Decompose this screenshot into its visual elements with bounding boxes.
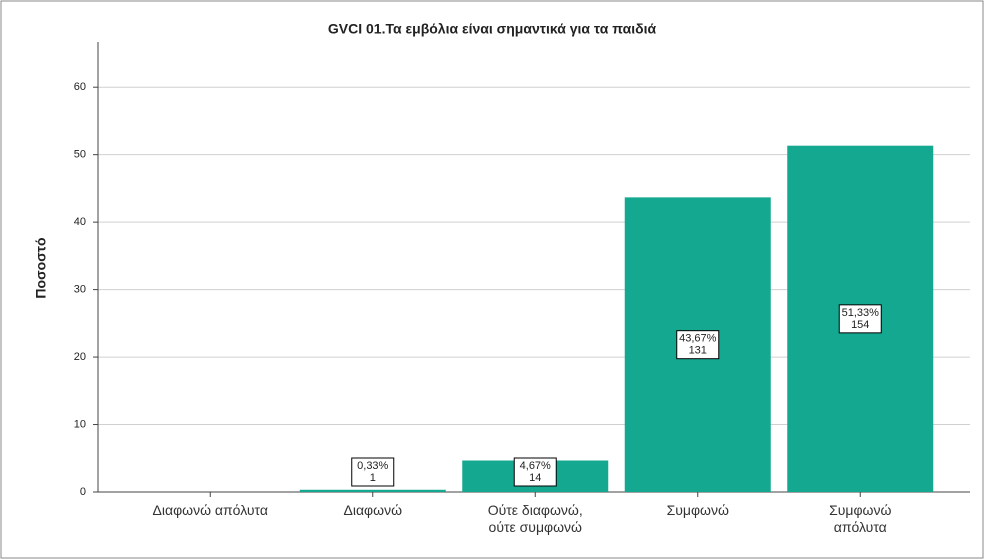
value-label: 0,33%1: [351, 457, 395, 487]
y-tick-label: 30: [74, 284, 86, 296]
y-tick-label: 20: [74, 351, 86, 363]
value-label-count: 154: [851, 319, 869, 331]
x-tick-label: Ούτε διαφωνώ, ούτε συμφωνώ: [487, 502, 583, 535]
value-label-percent: 4,67%: [520, 460, 551, 472]
value-label-box: [676, 330, 720, 360]
x-tick-label: Συμφωνώ απόλυτα: [829, 502, 892, 535]
y-tick-label: 10: [74, 418, 86, 430]
value-label: 51,33%154: [838, 304, 882, 334]
y-tick-label: 60: [74, 81, 86, 93]
value-label-percent: 43,67%: [679, 333, 717, 345]
value-label-box: [351, 457, 395, 487]
chart-title: GVCI 01.Τα εμβόλια είναι σημαντικά για τ…: [328, 21, 657, 37]
y-tick-label: 40: [74, 216, 86, 228]
value-label: 43,67%131: [676, 330, 720, 360]
x-tick-label: Συμφωνώ: [666, 502, 729, 518]
x-tick-label: Διαφωνώ απόλυτα: [152, 502, 268, 518]
value-label: 4,67%14: [513, 457, 557, 487]
value-label-count: 1: [370, 472, 376, 484]
y-axis-label: Ποσοστό: [33, 237, 49, 298]
value-label-percent: 0,33%: [357, 460, 388, 472]
bar: [299, 489, 446, 492]
value-label-percent: 51,33%: [842, 307, 880, 319]
value-label-box: [513, 457, 557, 487]
y-tick-label: 0: [80, 486, 86, 498]
value-label-box: [838, 304, 882, 334]
y-tick-label: 50: [74, 149, 86, 161]
value-label-count: 14: [529, 472, 541, 484]
x-tick-label: Διαφωνώ: [343, 502, 403, 518]
value-label-count: 131: [689, 345, 707, 357]
